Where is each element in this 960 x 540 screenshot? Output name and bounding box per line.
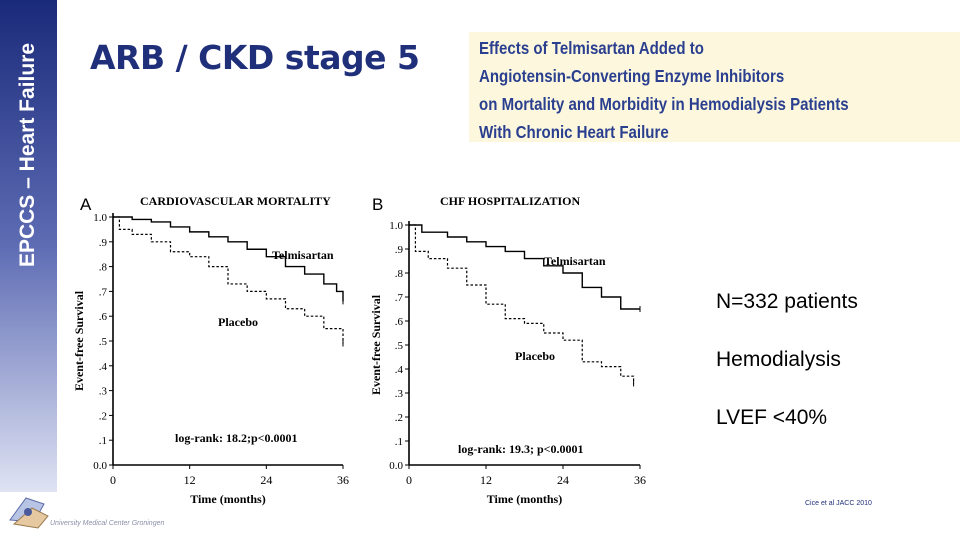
y-tick-label: .1 xyxy=(395,436,403,448)
y-tick-label: .9 xyxy=(99,237,108,249)
panel-letter: B xyxy=(372,195,383,214)
chart-title: CHF HOSPITALIZATION xyxy=(440,194,580,208)
x-tick-label: 36 xyxy=(337,473,349,487)
paper-title-line: Angiotensin-Converting Enzyme Inhibitors xyxy=(479,66,785,86)
y-tick-label: .3 xyxy=(99,386,108,398)
fact-population: Hemodialysis xyxy=(716,348,841,371)
y-tick-label: .3 xyxy=(395,388,404,400)
x-tick-label: 24 xyxy=(557,473,569,487)
x-axis-label: Time (months) xyxy=(190,492,265,506)
survival-curve-placebo xyxy=(113,216,344,344)
y-tick-label: .1 xyxy=(99,435,107,447)
survival-curve-telmisartan xyxy=(409,224,640,310)
kaplan-meier-figure: 0.0 .1 .2 .3 .4 .5 .6 .7 .8 .9 1.0 0 12 24 36 A CARDIOVA… xyxy=(72,194,646,506)
x-axis-label: Time (months) xyxy=(487,492,562,506)
y-tick-label: .5 xyxy=(99,336,108,348)
citation: Cice et al JACC 2010 xyxy=(805,500,872,507)
survival-curve-telmisartan xyxy=(113,216,344,302)
umcg-logo-icon xyxy=(9,497,49,529)
y-tick-label: .4 xyxy=(395,364,404,376)
sidebar-band: EPCCS – Heart Failure xyxy=(0,0,57,492)
panel-letter: A xyxy=(80,195,92,214)
y-tick-label: 0.0 xyxy=(389,460,403,472)
logo-text: University Medical Center Groningen xyxy=(50,520,165,527)
sidebar-label: EPCCS – Heart Failure xyxy=(16,42,39,268)
slide-title: ARB / CKD stage 5 xyxy=(90,38,420,77)
series-label: Telmisartan xyxy=(544,254,606,268)
y-axis-label: Event-free Survival xyxy=(72,290,86,391)
y-tick-label: .8 xyxy=(395,268,404,280)
y-tick-label: .8 xyxy=(99,262,108,274)
x-tick-label: 12 xyxy=(184,473,196,487)
paper-title-line: on Mortality and Morbidity in Hemodialys… xyxy=(479,94,849,114)
log-rank-annotation: log-rank: 19.3; p<0.0001 xyxy=(458,442,584,456)
fact-lvef: LVEF <40% xyxy=(716,406,828,429)
x-tick-label: 0 xyxy=(110,473,116,487)
x-tick-label: 12 xyxy=(480,473,492,487)
chart-title: CARDIOVASCULAR MORTALITY xyxy=(140,194,331,208)
y-tick-label: .2 xyxy=(395,412,403,424)
paper-title-line: Effects of Telmisartan Added to xyxy=(479,38,704,58)
x-tick-label: 36 xyxy=(634,473,646,487)
y-tick-label: 1.0 xyxy=(389,220,403,232)
survival-curve-placebo xyxy=(409,224,635,384)
y-tick-label: .2 xyxy=(99,410,107,422)
fact-patients: N=332 patients xyxy=(716,290,858,313)
y-tick-label: 1.0 xyxy=(93,212,107,224)
y-tick-label: .6 xyxy=(395,316,404,328)
paper-title-box: Effects of Telmisartan Added to Angioten… xyxy=(469,32,960,142)
y-tick-label: .5 xyxy=(395,340,404,352)
x-tick-label: 24 xyxy=(260,473,272,487)
series-label: Placebo xyxy=(218,315,258,329)
y-tick-label: .4 xyxy=(99,361,108,373)
paper-title-line: With Chronic Heart Failure xyxy=(479,122,669,142)
series-label: Telmisartan xyxy=(272,248,334,262)
y-tick-label: .6 xyxy=(99,311,108,323)
y-axis-label: Event-free Survival xyxy=(369,294,383,395)
x-tick-label: 0 xyxy=(406,473,412,487)
y-tick-label: 0.0 xyxy=(93,460,107,472)
y-tick-label: .9 xyxy=(395,244,404,256)
y-tick-label: .7 xyxy=(395,292,404,304)
series-label: Placebo xyxy=(515,349,555,363)
y-tick-label: .7 xyxy=(99,286,108,298)
log-rank-annotation: log-rank: 18.2;p<0.0001 xyxy=(175,431,298,445)
